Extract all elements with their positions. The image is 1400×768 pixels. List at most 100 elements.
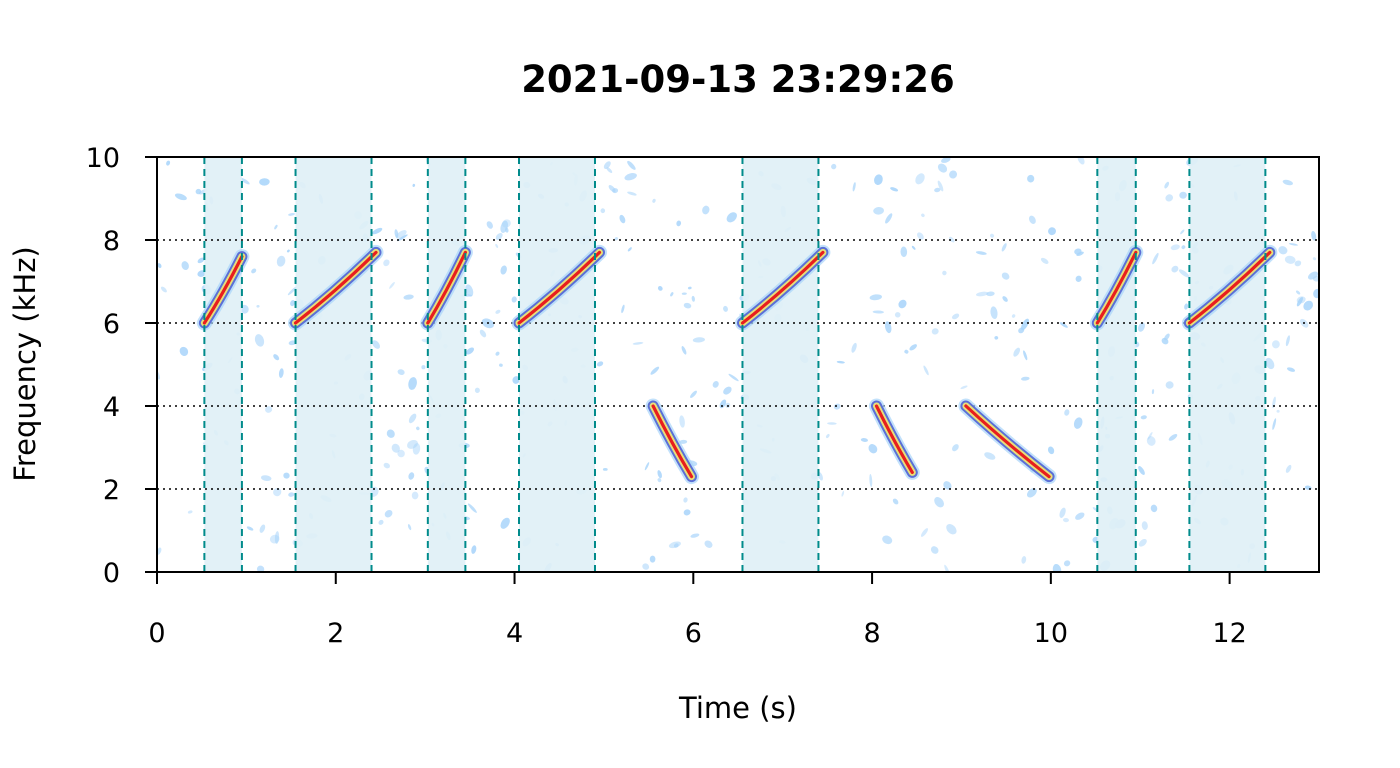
noise-speck bbox=[397, 449, 405, 458]
noise-speck bbox=[704, 540, 713, 548]
noise-speck bbox=[1026, 488, 1037, 498]
noise-speck bbox=[923, 365, 929, 376]
noise-speck bbox=[934, 497, 944, 508]
noise-speck bbox=[984, 452, 996, 460]
noise-speck bbox=[1295, 290, 1301, 295]
noise-speck bbox=[652, 198, 656, 203]
noise-speck bbox=[408, 413, 417, 424]
noise-speck bbox=[917, 232, 924, 240]
noise-speck bbox=[657, 286, 663, 291]
noise-speck bbox=[670, 292, 674, 297]
noise-speck bbox=[900, 246, 908, 258]
highlight-interval bbox=[1189, 157, 1266, 572]
noise-speck bbox=[872, 310, 884, 314]
noise-speck bbox=[614, 237, 619, 241]
noise-speck bbox=[260, 475, 272, 481]
noise-speck bbox=[495, 243, 499, 248]
noise-speck bbox=[1059, 507, 1066, 518]
noise-speck bbox=[1011, 314, 1016, 318]
noise-speck bbox=[240, 177, 250, 185]
noise-speck bbox=[884, 321, 892, 334]
noise-speck bbox=[288, 492, 295, 497]
noise-speck bbox=[512, 376, 520, 384]
noise-speck bbox=[942, 270, 947, 276]
noise-speck bbox=[256, 304, 260, 308]
noise-speck bbox=[471, 545, 477, 554]
noise-speck bbox=[621, 304, 625, 314]
noise-speck bbox=[681, 346, 687, 355]
noise-speck bbox=[1141, 521, 1148, 530]
noise-speck bbox=[1285, 464, 1292, 473]
noise-speck bbox=[1023, 350, 1028, 361]
noise-speck bbox=[911, 245, 916, 250]
x-tick-label: 10 bbox=[1034, 618, 1068, 649]
noise-speck bbox=[1288, 243, 1298, 246]
x-tick-label: 2 bbox=[327, 618, 344, 649]
call-trace bbox=[420, 244, 473, 331]
noise-speck bbox=[1282, 179, 1293, 186]
noise-speck bbox=[723, 386, 732, 395]
noise-speck bbox=[1271, 340, 1280, 349]
noise-speck bbox=[397, 369, 405, 375]
y-axis: 0 2 4 6 8 10 bbox=[86, 143, 158, 589]
noise-speck bbox=[650, 366, 660, 375]
y-tick-label: 10 bbox=[86, 143, 120, 174]
noise-speck bbox=[181, 261, 189, 271]
noise-speck bbox=[502, 219, 511, 228]
noise-speck bbox=[712, 381, 719, 388]
noise-speck bbox=[882, 535, 893, 545]
call-trace bbox=[869, 398, 920, 480]
noise-speck bbox=[986, 291, 995, 297]
noise-speck bbox=[836, 360, 845, 364]
noise-speck bbox=[1138, 466, 1145, 475]
noise-speck bbox=[603, 161, 611, 169]
noise-speck bbox=[391, 443, 400, 453]
noise-speck bbox=[407, 439, 418, 449]
plot-area bbox=[157, 157, 1319, 572]
noise-speck bbox=[874, 174, 883, 186]
noise-speck bbox=[1027, 174, 1035, 183]
noise-speck bbox=[1170, 244, 1180, 251]
noise-speck bbox=[1272, 418, 1277, 430]
noise-speck bbox=[495, 309, 501, 314]
noise-speck bbox=[389, 281, 395, 289]
noise-speck bbox=[408, 472, 415, 480]
noise-speck bbox=[1048, 227, 1056, 236]
noise-speck bbox=[500, 517, 510, 529]
noise-speck bbox=[479, 329, 487, 338]
noise-speck bbox=[975, 291, 989, 297]
noise-speck bbox=[1021, 376, 1030, 381]
call-core bbox=[426, 250, 467, 325]
call-trace bbox=[735, 244, 831, 331]
noise-speck bbox=[990, 306, 998, 320]
call-core bbox=[651, 404, 694, 479]
x-tick-label: 0 bbox=[148, 618, 165, 649]
noise-speck bbox=[157, 263, 162, 269]
noise-speck bbox=[403, 294, 414, 300]
noise-speck bbox=[179, 346, 189, 356]
noise-speck bbox=[1178, 269, 1190, 278]
noise-speck bbox=[378, 519, 384, 525]
noise-speck bbox=[1278, 246, 1288, 255]
noise-speck bbox=[397, 234, 408, 242]
noise-speck bbox=[278, 368, 284, 378]
noise-speck bbox=[1313, 288, 1319, 299]
noise-speck bbox=[852, 182, 856, 192]
noise-speck bbox=[1312, 257, 1317, 261]
noise-speck bbox=[602, 467, 608, 471]
interval-boundaries bbox=[203, 157, 1267, 572]
noise-speck bbox=[1164, 181, 1170, 189]
noise-speck bbox=[949, 236, 955, 243]
noise-speck bbox=[1013, 347, 1021, 357]
noise-speck bbox=[726, 212, 737, 223]
call-core bbox=[740, 250, 825, 325]
noise-speck bbox=[256, 565, 265, 572]
noise-speck bbox=[679, 415, 685, 428]
highlight-interval bbox=[1097, 157, 1136, 572]
noise-speck bbox=[1165, 381, 1174, 389]
noise-speck bbox=[1064, 409, 1070, 416]
noise-speck bbox=[606, 167, 613, 173]
noise-speck bbox=[681, 292, 687, 295]
noise-speck bbox=[1303, 300, 1314, 311]
